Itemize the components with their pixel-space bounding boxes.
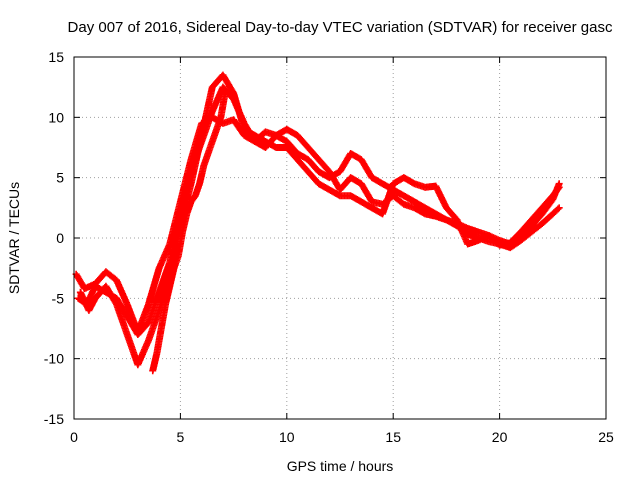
y-tick-label: -10 [44,351,64,367]
y-tick-label: -5 [52,290,65,306]
y-tick-label: -15 [44,411,64,427]
chart-title: Day 007 of 2016, Sidereal Day-to-day VTE… [68,19,613,36]
x-tick-label: 20 [492,429,508,445]
y-tick-label: 5 [56,170,64,186]
data-point [555,183,563,191]
y-tick-label: 0 [56,230,64,246]
y-tick-label: 10 [48,109,64,125]
data-point [221,89,229,97]
data-points [72,71,563,375]
y-tick-label: 15 [48,49,64,65]
x-tick-label: 0 [70,429,78,445]
x-tick-label: 15 [385,429,401,445]
x-tick-label: 5 [177,429,185,445]
series-arc-3 [76,71,563,369]
data-point [555,204,563,212]
series-arc-4 [149,89,229,375]
x-axis-label: GPS time / hours [287,458,394,474]
x-tick-label: 10 [279,429,295,445]
data-point [554,205,562,213]
plot-frame [73,56,607,420]
data-point [554,185,562,193]
x-tick-label: 25 [598,429,614,445]
axis-ticks: 0 5 10 15 20 25 -15 -10 -5 0 5 10 15 [44,49,614,445]
y-axis-label: SDTVAR / TECUs [6,182,22,294]
